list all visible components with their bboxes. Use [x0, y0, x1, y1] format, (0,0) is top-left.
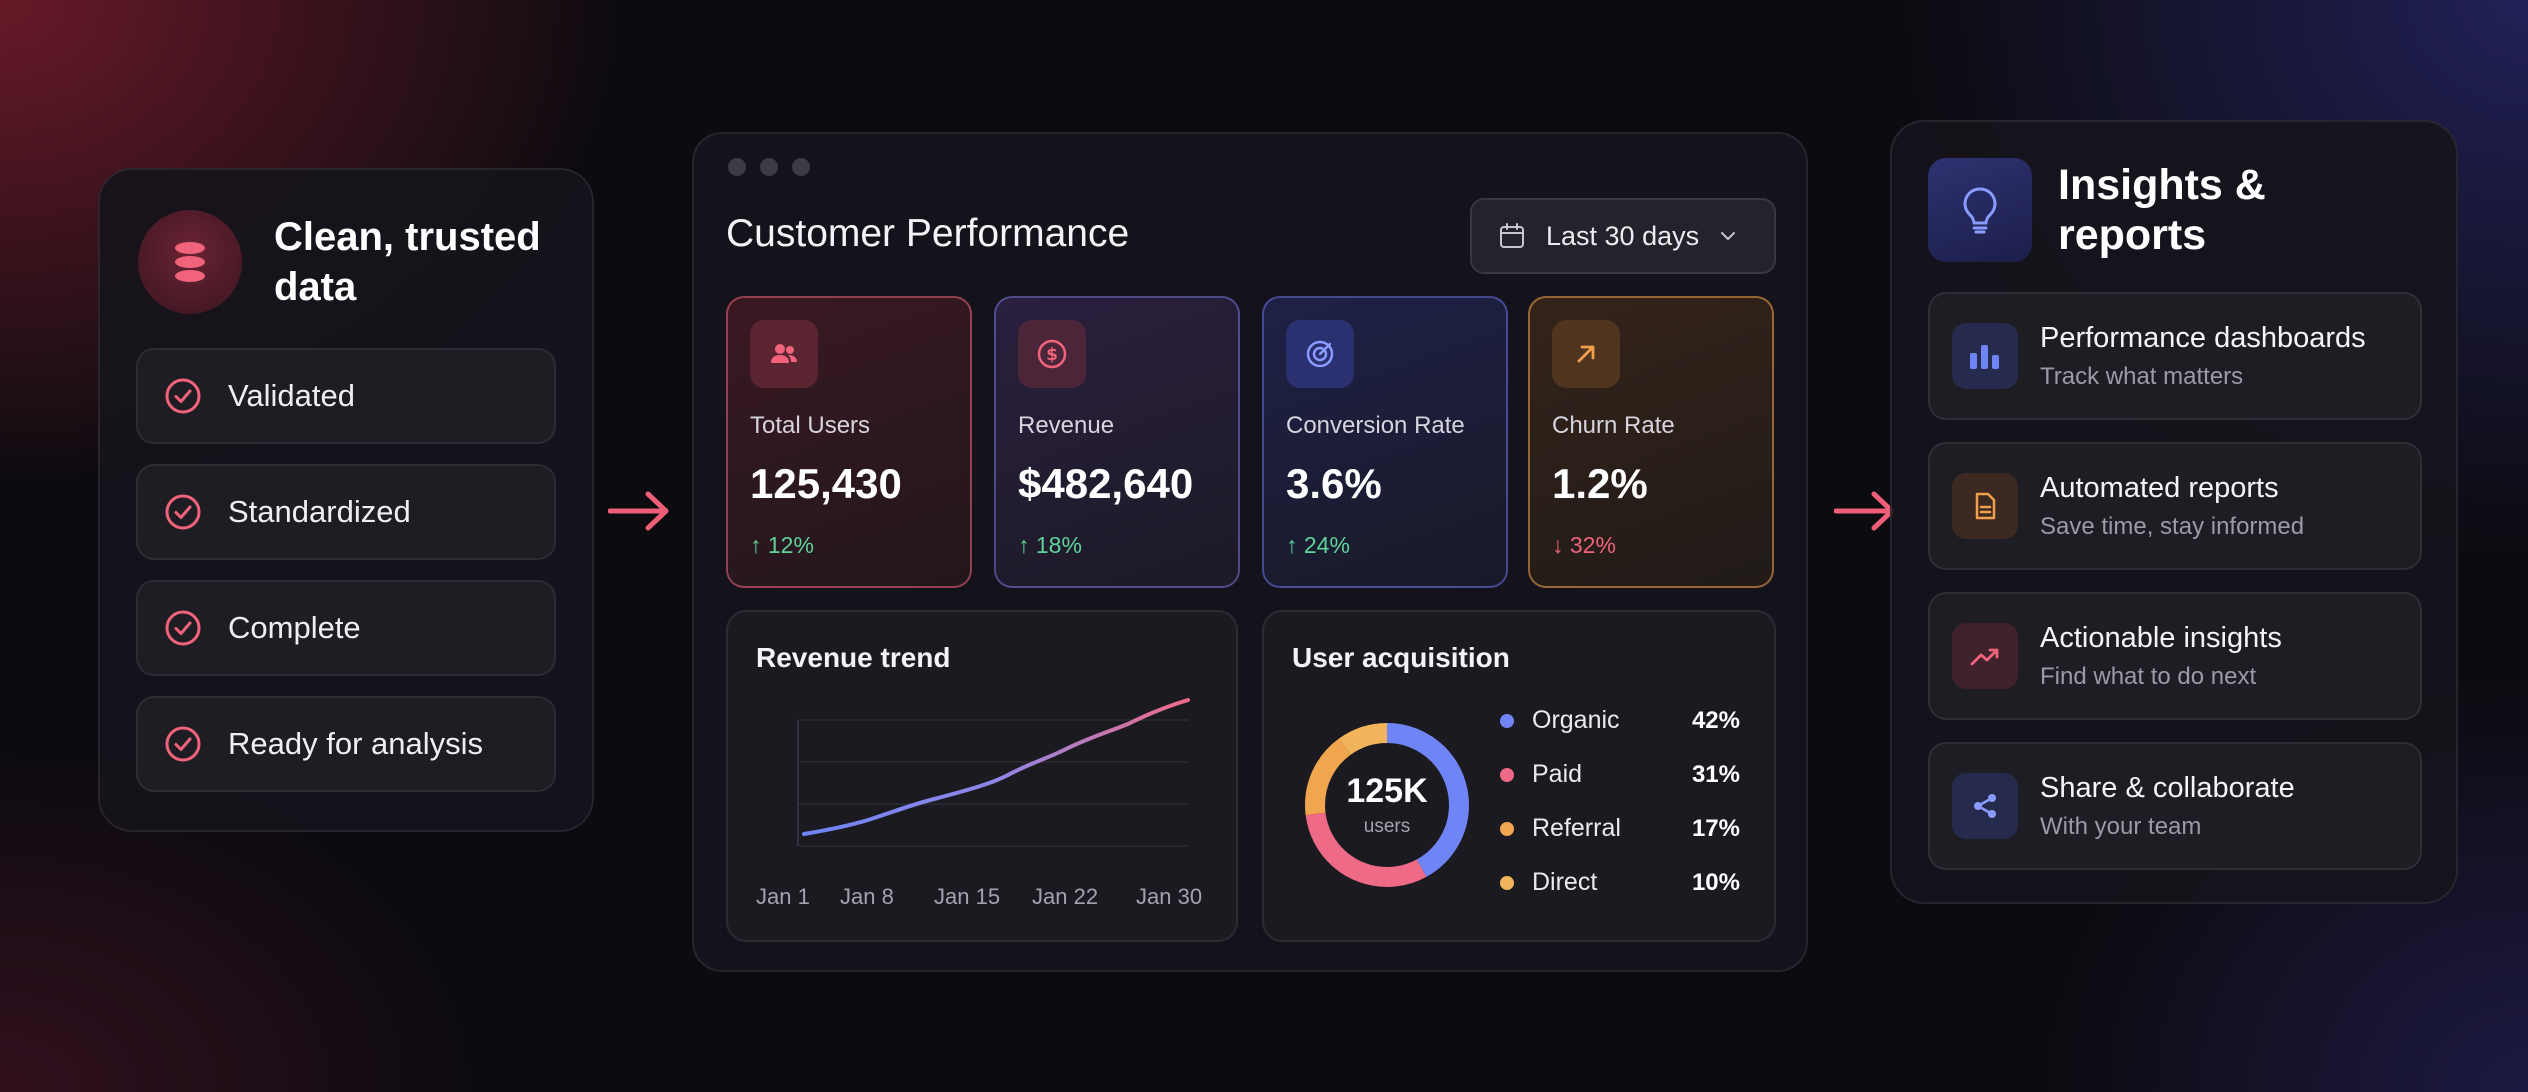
revenue-trend-chart	[797, 698, 1190, 847]
kpi-label: Conversion Rate	[1286, 412, 1465, 439]
legend-label: Organic	[1532, 706, 1620, 734]
feature-title: Actionable insights	[2040, 621, 2282, 654]
feature-subtitle: With your team	[2040, 812, 2202, 840]
check-item-complete: Complete	[136, 580, 556, 676]
check-item-label: Standardized	[228, 494, 411, 529]
card-title: Revenue trend	[756, 642, 951, 673]
feature-title: Automated reports	[2040, 471, 2279, 504]
check-circle-icon	[165, 726, 201, 762]
arrow-up-right-icon	[1552, 320, 1620, 388]
feature-subtitle: Find what to do next	[2040, 662, 2257, 690]
revenue-trend-card: Revenue trend Jan 1 Jan 8 Jan 15 Jan 22 …	[726, 610, 1238, 942]
legend-item-organic: Organic 42%	[1500, 706, 1740, 735]
window-controls	[728, 158, 810, 176]
x-axis-label: Jan 8	[840, 884, 894, 909]
legend-label: Paid	[1532, 760, 1583, 788]
legend-label: Direct	[1532, 868, 1598, 896]
legend-value: 10%	[1691, 868, 1740, 896]
kpi-card-revenue[interactable]: $ Revenue $482,640 ↑ 18%	[994, 296, 1240, 588]
feature-performance-dashboards[interactable]: Performance dashboards Track what matter…	[1928, 292, 2422, 420]
check-item-ready: Ready for analysis	[136, 696, 556, 792]
feature-actionable-insights[interactable]: Actionable insights Find what to do next	[1928, 592, 2422, 720]
legend-swatch	[1500, 767, 1514, 782]
kpi-value: 125,430	[750, 460, 902, 507]
kpi-card-conversion-rate[interactable]: Conversion Rate 3.6% ↑ 24%	[1262, 296, 1508, 588]
legend-label: Referral	[1532, 814, 1621, 842]
legend-swatch	[1500, 821, 1514, 836]
kpi-delta: ↑ 18%	[1018, 532, 1082, 558]
bar-chart-icon	[1952, 323, 2018, 389]
target-icon	[1286, 320, 1354, 388]
x-axis-label: Jan 30	[1136, 884, 1203, 909]
lightbulb-icon	[1928, 158, 2032, 262]
dollar-icon: $	[1018, 320, 1086, 388]
kpi-delta: ↓ 32%	[1552, 532, 1616, 558]
feature-subtitle: Track what matters	[2040, 362, 2244, 390]
document-icon	[1952, 473, 2018, 539]
donut-segment-referral	[1305, 723, 1469, 887]
flow-arrow-icon	[608, 491, 669, 531]
chevron-down-icon	[1721, 232, 1736, 240]
check-item-standardized: Standardized	[136, 464, 556, 560]
x-axis-label: Jan 1	[756, 884, 810, 909]
calendar-icon	[1500, 223, 1524, 248]
check-circle-icon	[165, 494, 201, 530]
kpi-label: Revenue	[1018, 412, 1115, 439]
database-stack-icon	[138, 210, 242, 314]
check-circle-icon	[165, 378, 201, 414]
check-item-label: Complete	[228, 610, 361, 645]
panel-title: Insights & reports	[2058, 161, 2266, 259]
panel-title: Clean, trusted data	[274, 215, 541, 309]
kpi-delta: ↑ 24%	[1286, 532, 1350, 558]
legend-swatch	[1500, 875, 1514, 890]
feature-share-collaborate[interactable]: Share & collaborate With your team	[1928, 742, 2422, 870]
donut-center-label: users	[1363, 816, 1411, 837]
svg-text:$: $	[1046, 345, 1058, 365]
legend-item-paid: Paid 31%	[1500, 760, 1740, 789]
user-acquisition-card: User acquisition 125K users Organic 42% …	[1262, 610, 1776, 942]
kpi-card-total-users[interactable]: Total Users 125,430 ↑ 12%	[726, 296, 972, 588]
kpi-value: 1.2%	[1552, 460, 1648, 507]
legend-swatch	[1500, 713, 1514, 728]
check-item-validated: Validated	[136, 348, 556, 444]
legend-value: 17%	[1691, 814, 1740, 842]
flow-arrow-icon	[1834, 491, 1895, 531]
users-icon	[750, 320, 818, 388]
feature-subtitle: Save time, stay informed	[2040, 512, 2305, 540]
kpi-label: Total Users	[750, 412, 871, 439]
date-range-label: Last 30 days	[1546, 220, 1700, 251]
acquisition-donut-chart	[1305, 723, 1469, 887]
legend-value: 31%	[1691, 760, 1740, 788]
kpi-value: 3.6%	[1286, 460, 1382, 507]
dashboard-window: Customer Performance Last 30 days Total …	[692, 132, 1808, 972]
trend-up-icon	[1952, 623, 2018, 689]
insights-panel: Insights & reports Performance dashboard…	[1890, 120, 2458, 904]
kpi-value: $482,640	[1018, 460, 1194, 507]
dashboard-title: Customer Performance	[726, 212, 1130, 255]
data-quality-panel: Clean, trusted data Validated Standardiz…	[98, 168, 594, 832]
feature-title: Share & collaborate	[2040, 771, 2295, 804]
donut-segment-paid	[1305, 723, 1469, 887]
donut-center-value: 125K	[1346, 772, 1428, 810]
card-title: User acquisition	[1292, 642, 1510, 673]
legend-item-direct: Direct 10%	[1500, 868, 1740, 897]
revenue-trend-line	[802, 698, 1190, 836]
donut-segment-direct	[1305, 723, 1469, 887]
x-axis-label: Jan 15	[934, 884, 1001, 909]
check-item-label: Ready for analysis	[228, 726, 484, 761]
legend-value: 42%	[1691, 706, 1740, 734]
kpi-delta: ↑ 12%	[750, 532, 814, 558]
check-item-label: Validated	[228, 378, 355, 413]
kpi-card-churn-rate[interactable]: Churn Rate 1.2% ↓ 32%	[1528, 296, 1774, 588]
kpi-label: Churn Rate	[1552, 412, 1675, 439]
x-axis-label: Jan 22	[1032, 884, 1099, 909]
legend-item-referral: Referral 17%	[1500, 814, 1740, 843]
check-circle-icon	[165, 610, 201, 646]
feature-automated-reports[interactable]: Automated reports Save time, stay inform…	[1928, 442, 2422, 570]
date-range-dropdown[interactable]: Last 30 days	[1470, 198, 1776, 274]
feature-title: Performance dashboards	[2040, 321, 2366, 354]
share-icon	[1952, 773, 2018, 839]
